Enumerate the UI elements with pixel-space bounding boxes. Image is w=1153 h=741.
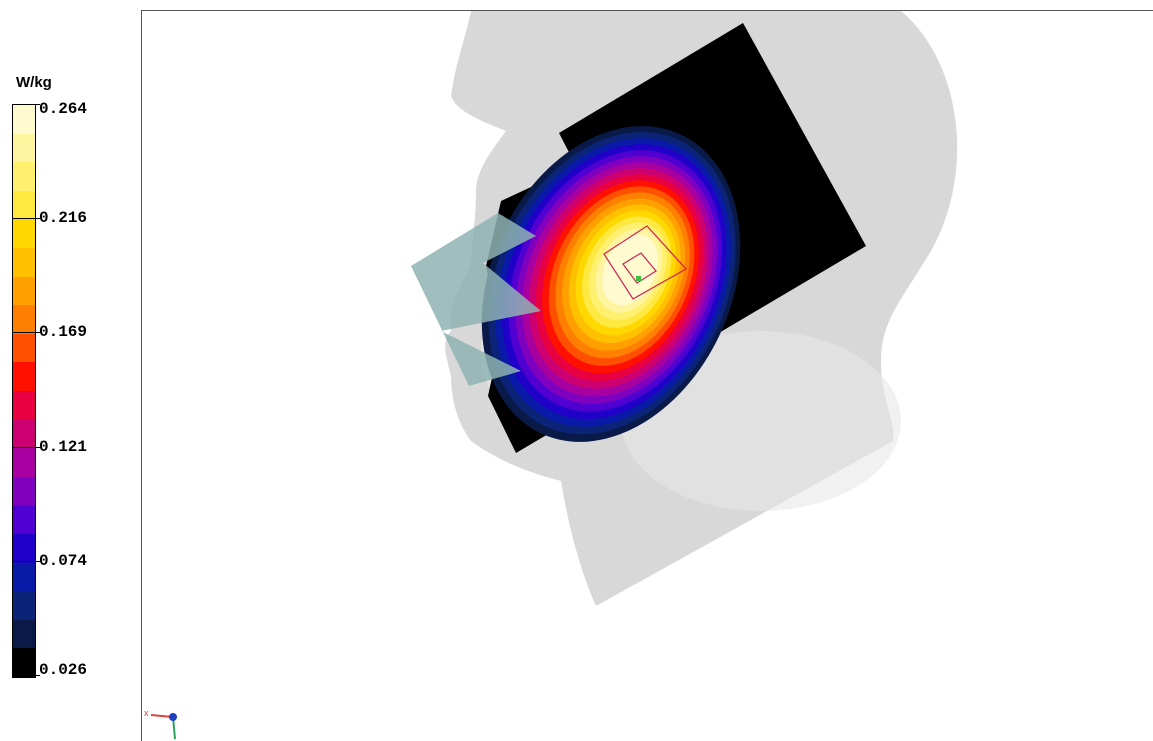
color-scale-segment	[13, 333, 35, 363]
color-scale-tick-label: 0.026	[39, 661, 88, 679]
color-scale-tick-label: 0.074	[39, 551, 88, 570]
color-scale-segment	[13, 276, 35, 306]
color-scale-bar	[12, 104, 36, 678]
color-scale-segment	[13, 133, 35, 163]
peak-marker	[636, 276, 641, 281]
color-scale-tick-label: 0.121	[39, 437, 88, 456]
axis-x-label: x	[144, 708, 149, 718]
color-scale-segment	[13, 362, 35, 392]
color-scale-segment	[13, 248, 35, 278]
color-scale-segment	[13, 562, 35, 592]
color-scale-segment	[13, 219, 35, 249]
color-scale-segment	[13, 448, 35, 478]
axis-triad-icon: x	[144, 708, 177, 740]
zoom-scan-box-inner	[622, 252, 657, 284]
color-scale-tick	[12, 104, 40, 105]
color-scale-tick-label: 0.216	[39, 209, 88, 228]
color-scale-segment	[13, 505, 35, 535]
color-scale-segment	[13, 534, 35, 564]
color-scale-tick	[12, 332, 40, 334]
color-scale-segment	[13, 162, 35, 192]
color-scale-segment	[13, 391, 35, 421]
color-scale-segment	[13, 648, 35, 678]
color-scale-segment	[13, 591, 35, 621]
color-scale-segment	[13, 305, 35, 335]
color-scale-tick-label: 0.264	[39, 100, 88, 118]
phone-device	[411, 213, 541, 386]
color-scale-tick	[12, 560, 40, 562]
sar-contour-level	[602, 234, 658, 306]
color-scale-tick	[12, 218, 40, 220]
color-scale-tick	[12, 675, 40, 676]
color-scale-segment	[13, 476, 35, 506]
color-scale-segment	[13, 619, 35, 649]
render-viewport[interactable]: x	[141, 10, 1153, 741]
color-scale-segment	[13, 190, 35, 220]
color-scale-segment	[13, 419, 35, 449]
color-scale-tick	[12, 446, 40, 448]
zoom-scan-box-outer	[603, 225, 687, 300]
color-scale-tick-label: 0.169	[39, 323, 88, 342]
legend-unit-label: W/kg	[16, 74, 52, 91]
color-scale-segment	[13, 105, 35, 135]
head-model-scene[interactable]: x	[142, 11, 1153, 741]
sar-contours	[481, 126, 741, 442]
